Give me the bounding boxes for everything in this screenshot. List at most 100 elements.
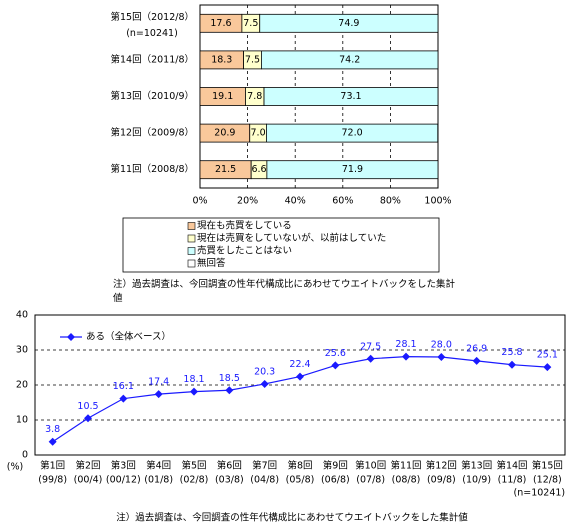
n-label: (n=10241) <box>126 28 178 39</box>
x-tick-label: 100% <box>424 196 451 207</box>
category-label: 第12回（2009/8） <box>110 127 194 139</box>
value-label: 7.5 <box>245 54 260 65</box>
value-label: 20.9 <box>214 128 235 139</box>
bar-segment <box>261 50 439 70</box>
value-label: 28.1 <box>395 339 416 350</box>
marker <box>190 387 198 396</box>
marker <box>84 414 92 423</box>
marker <box>260 379 269 388</box>
value-label: 7.0 <box>251 128 266 139</box>
legend-label: 現在も売買をしている <box>197 220 292 232</box>
value-label: 17.4 <box>148 377 169 388</box>
marker <box>402 352 410 361</box>
y-tick-label: 40 <box>16 310 28 321</box>
y-tick-label: 30 <box>16 345 28 356</box>
x-tick-label: 第4回 <box>146 460 171 472</box>
x-tick-label: 第12回 <box>426 460 457 472</box>
marker <box>225 386 234 395</box>
x-tick-label: 第13回 <box>461 460 492 472</box>
x-tick-label: 第5回 <box>181 460 206 472</box>
value-label: 7.5 <box>243 18 258 29</box>
value-label: 25.8 <box>501 347 522 358</box>
legend-swatch <box>187 247 196 255</box>
x-tick-sublabel: (09/8) <box>427 475 456 486</box>
legend-label: 無回答 <box>197 257 226 269</box>
value-label: 18.1 <box>183 374 204 385</box>
x-tick-sublabel: (05/8) <box>286 475 315 486</box>
value-label: 26.9 <box>466 343 487 354</box>
x-tick-label: 第15回 <box>532 460 563 472</box>
value-label: 72.0 <box>342 128 363 139</box>
x-tick-sublabel: (99/8) <box>38 475 67 486</box>
legend-swatch <box>187 259 196 268</box>
plot-frame <box>34 314 566 456</box>
x-tick-label: 第7回 <box>252 460 277 472</box>
x-tick-sublabel: (03/8) <box>215 475 244 486</box>
x-tick-label: 第8回 <box>287 460 312 472</box>
marker <box>543 363 552 372</box>
x-tick-label: 40% <box>285 196 306 207</box>
y-axis-label: (%) <box>7 462 23 473</box>
category-label: 第14回（2011/8） <box>110 53 194 65</box>
x-tick-sublabel: (07/8) <box>356 475 385 486</box>
x-tick-label: 第10回 <box>355 460 386 472</box>
marker <box>508 360 516 369</box>
marker <box>119 394 128 403</box>
bar-segment <box>259 13 439 33</box>
bar-segment <box>263 87 439 106</box>
legend-swatch <box>187 234 196 243</box>
n-label: (n=10241) <box>514 488 566 499</box>
value-label: 18.3 <box>211 54 232 65</box>
x-tick-label: 第14回 <box>496 460 527 472</box>
x-tick-sublabel: (04/8) <box>250 475 279 486</box>
x-tick-label: 第9回 <box>323 460 348 472</box>
marker <box>437 353 446 361</box>
x-tick-label: 80% <box>380 196 401 207</box>
x-tick-label: 第11回 <box>390 460 421 472</box>
legend-label: 売買をしたことはない <box>197 245 292 257</box>
legend-label: ある（全体ベース） <box>86 331 171 343</box>
x-tick-sublabel: (00/12) <box>106 475 141 486</box>
x-tick-label: 60% <box>332 196 353 207</box>
x-tick-label: 第1回 <box>40 460 65 472</box>
legend-box <box>122 217 440 273</box>
value-label: 73.1 <box>340 91 361 102</box>
value-label: 74.9 <box>338 18 359 29</box>
category-label: 第11回（2008/8） <box>110 163 194 175</box>
y-tick-label: 0 <box>22 450 28 461</box>
value-label: 17.6 <box>210 18 231 29</box>
value-label: 18.5 <box>219 373 240 384</box>
marker <box>331 361 340 370</box>
marker <box>48 437 57 446</box>
value-label: 25.6 <box>325 348 346 359</box>
x-tick-label: 第2回 <box>75 460 100 472</box>
bar-segment <box>266 123 439 143</box>
x-tick-label: 20% <box>237 196 258 207</box>
x-tick-sublabel: (12/8) <box>533 475 562 486</box>
value-label: 25.1 <box>537 350 558 361</box>
marker <box>154 390 163 399</box>
value-label: 71.9 <box>342 164 363 175</box>
category-label: 第13回（2010/9） <box>110 90 194 102</box>
value-label: 3.8 <box>45 424 60 435</box>
value-label: 22.4 <box>289 359 310 370</box>
value-label: 16.1 <box>113 381 134 392</box>
marker <box>296 372 304 381</box>
legend-swatch <box>187 222 196 230</box>
x-tick-sublabel: (02/8) <box>180 475 209 486</box>
value-label: 7.8 <box>247 91 262 102</box>
x-tick-sublabel: (10/9) <box>462 475 491 486</box>
x-tick-sublabel: (01/8) <box>144 475 173 486</box>
value-label: 27.5 <box>360 341 381 352</box>
value-label: 21.5 <box>215 164 236 175</box>
x-tick-sublabel: (00/4) <box>74 475 103 486</box>
bar-segment <box>266 160 439 180</box>
category-label: 第15回（2012/8） <box>110 11 194 23</box>
value-label: 6.6 <box>251 164 266 175</box>
legend-label: 現在は売買をしていないが、以前はしていた <box>197 232 386 244</box>
note: 注）過去調査は、今回調査の性年代構成比にあわせてウエイトバックをした集計値 <box>113 279 456 304</box>
x-tick-sublabel: (06/8) <box>321 475 350 486</box>
marker <box>472 356 481 365</box>
